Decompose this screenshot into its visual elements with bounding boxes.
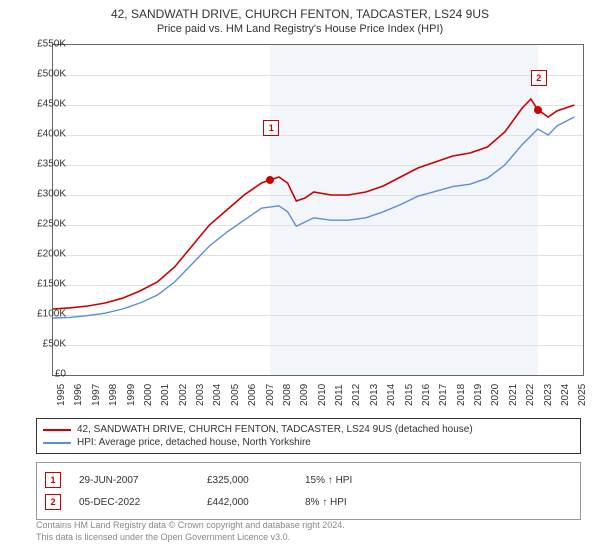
ytick-label: £450K <box>22 99 66 110</box>
xtick-label: 2017 <box>438 384 449 406</box>
transaction-row: 2 05-DEC-2022 £442,000 8% ↑ HPI <box>45 491 572 513</box>
series-hpi <box>53 117 574 318</box>
xtick-label: 2003 <box>195 384 206 406</box>
xtick-label: 2021 <box>508 384 519 406</box>
plot-area: 12 <box>52 44 584 376</box>
xtick-label: 2004 <box>212 384 223 406</box>
transaction-marker: 1 <box>45 472 61 488</box>
transaction-date: 05-DEC-2022 <box>79 497 189 508</box>
ytick-label: £200K <box>22 249 66 260</box>
transaction-price: £325,000 <box>207 475 287 486</box>
ytick-label: £400K <box>22 129 66 140</box>
xtick-label: 2023 <box>543 384 554 406</box>
xtick-label: 2025 <box>577 384 588 406</box>
transaction-marker: 2 <box>45 494 61 510</box>
ytick-label: £150K <box>22 279 66 290</box>
xtick-label: 2002 <box>178 384 189 406</box>
ytick-label: £300K <box>22 189 66 200</box>
chart-title-line2: Price paid vs. HM Land Registry's House … <box>0 23 600 39</box>
xtick-label: 2013 <box>369 384 380 406</box>
legend-swatch <box>43 442 71 444</box>
transaction-date: 29-JUN-2007 <box>79 475 189 486</box>
ytick-label: £0 <box>22 369 66 380</box>
xtick-label: 2016 <box>421 384 432 406</box>
chart-container: 42, SANDWATH DRIVE, CHURCH FENTON, TADCA… <box>0 0 600 560</box>
xtick-label: 2022 <box>525 384 536 406</box>
xtick-label: 2020 <box>490 384 501 406</box>
transaction-price: £442,000 <box>207 497 287 508</box>
xtick-label: 2001 <box>160 384 171 406</box>
legend-row: HPI: Average price, detached house, Nort… <box>43 436 574 449</box>
footer-line2: This data is licensed under the Open Gov… <box>36 532 345 544</box>
xtick-label: 2018 <box>456 384 467 406</box>
legend-swatch <box>43 429 71 431</box>
xtick-label: 1999 <box>126 384 137 406</box>
footer-attribution: Contains HM Land Registry data © Crown c… <box>36 520 345 543</box>
ytick-label: £500K <box>22 69 66 80</box>
xtick-label: 1996 <box>73 384 84 406</box>
xtick-label: 1998 <box>108 384 119 406</box>
xtick-label: 2014 <box>386 384 397 406</box>
legend-label: 42, SANDWATH DRIVE, CHURCH FENTON, TADCA… <box>77 424 473 435</box>
xtick-label: 2015 <box>404 384 415 406</box>
marker-dot <box>266 176 274 184</box>
chart-lines <box>53 45 583 375</box>
xtick-label: 2011 <box>334 384 345 406</box>
xtick-label: 2008 <box>282 384 293 406</box>
xtick-label: 2010 <box>317 384 328 406</box>
legend-label: HPI: Average price, detached house, Nort… <box>77 437 311 448</box>
xtick-label: 2007 <box>265 384 276 406</box>
ytick-label: £100K <box>22 309 66 320</box>
ytick-label: £350K <box>22 159 66 170</box>
xtick-label: 2009 <box>299 384 310 406</box>
ytick-label: £250K <box>22 219 66 230</box>
xtick-label: 2000 <box>143 384 154 406</box>
legend-row: 42, SANDWATH DRIVE, CHURCH FENTON, TADCA… <box>43 423 574 436</box>
series-price_paid <box>53 99 574 309</box>
marker-dot <box>534 106 542 114</box>
transaction-diff: 8% ↑ HPI <box>305 497 395 508</box>
transaction-diff: 15% ↑ HPI <box>305 475 395 486</box>
xtick-label: 2019 <box>473 384 484 406</box>
chart-title-line1: 42, SANDWATH DRIVE, CHURCH FENTON, TADCA… <box>0 0 600 23</box>
footer-line1: Contains HM Land Registry data © Crown c… <box>36 520 345 532</box>
xtick-label: 2012 <box>351 384 362 406</box>
xtick-label: 2006 <box>247 384 258 406</box>
ytick-label: £550K <box>22 39 66 50</box>
xtick-label: 1995 <box>56 384 67 406</box>
marker-box: 1 <box>263 120 279 136</box>
xtick-label: 2005 <box>230 384 241 406</box>
marker-box: 2 <box>531 70 547 86</box>
legend-box: 42, SANDWATH DRIVE, CHURCH FENTON, TADCA… <box>36 418 581 454</box>
transactions-table: 1 29-JUN-2007 £325,000 15% ↑ HPI 2 05-DEC-202… <box>36 462 581 520</box>
ytick-label: £50K <box>22 339 66 350</box>
xtick-label: 1997 <box>91 384 102 406</box>
transaction-row: 1 29-JUN-2007 £325,000 15% ↑ HPI <box>45 469 572 491</box>
xtick-label: 2024 <box>560 384 571 406</box>
